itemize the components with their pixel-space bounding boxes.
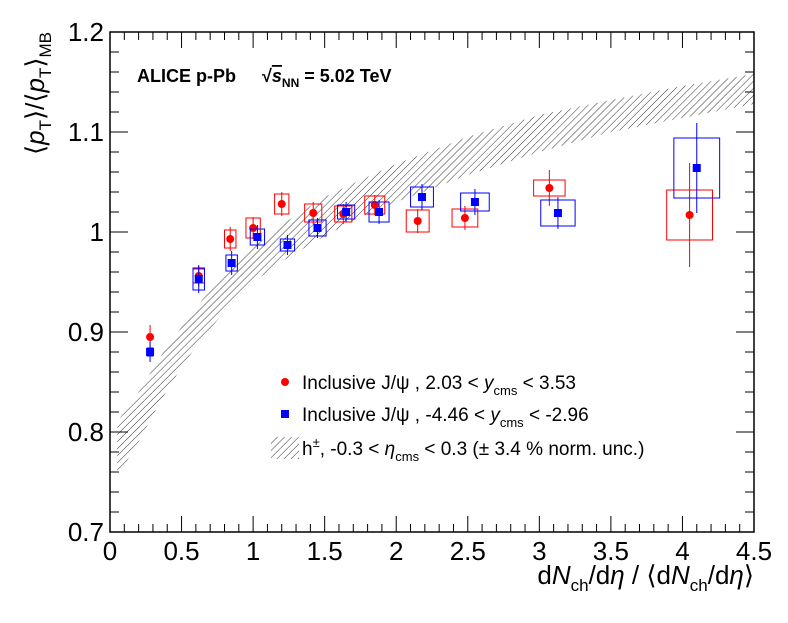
data-point — [146, 348, 155, 356]
data-point — [460, 214, 469, 222]
text-layer: 0 0.5 1 1.5 2 2.5 3 3.5 4 4.5 0.7 0.8 0.9 1 1.1 1.2 ALIC… — [20, 17, 772, 595]
legend-marker-red — [281, 378, 289, 386]
data-point — [692, 164, 701, 172]
legend-entry: h±, -0.3 < ηcms < 0.3 (± 3.4 % norm. unc… — [302, 435, 644, 464]
data-point — [470, 198, 479, 206]
y-tick-label: 1.1 — [68, 117, 104, 147]
energy-label: √sNN = 5.02 TeV — [262, 66, 391, 90]
x-tick-label: 0 — [103, 536, 117, 566]
legend-marker-blue — [281, 410, 289, 418]
data-point — [253, 233, 262, 241]
y-tick-label: 0.9 — [68, 317, 104, 347]
data-point — [313, 224, 322, 232]
data-point — [226, 235, 235, 243]
data-point — [342, 208, 351, 216]
legend-hatch-swatch — [271, 437, 299, 459]
x-tick-label: 2 — [389, 536, 403, 566]
x-tick-label: 4 — [675, 536, 689, 566]
experiment-label: ALICE p-Pb — [137, 66, 236, 86]
y-tick-label: 1 — [90, 217, 104, 247]
data-point — [553, 209, 562, 217]
legend-entry: Inclusive J/ψ , -4.46 < ycms < -2.96 — [302, 405, 589, 430]
data-point — [375, 208, 384, 216]
y-axis-title: ⟨pT⟩/⟨pT⟩MB — [20, 32, 55, 155]
plot-frame — [109, 31, 755, 533]
y-tick-label: 0.7 — [68, 517, 104, 547]
x-tick-label: 3 — [532, 536, 546, 566]
data-point — [249, 224, 258, 232]
data-point — [283, 241, 292, 249]
x-tick-label: 0.5 — [163, 536, 199, 566]
band-layer — [117, 74, 754, 477]
data-point — [370, 201, 379, 209]
data-point — [309, 209, 318, 217]
axes-frame — [109, 31, 755, 533]
y-tick-label: 0.8 — [68, 417, 104, 447]
x-tick-label: 3.5 — [593, 536, 629, 566]
data-point — [146, 333, 155, 341]
data-point — [545, 184, 554, 192]
hadron-band — [117, 74, 754, 477]
data-point — [685, 211, 694, 219]
data-point — [227, 259, 236, 267]
x-tick-label: 2.5 — [450, 536, 486, 566]
x-tick-label: 4.5 — [736, 536, 772, 566]
x-axis-title: dNch/dη / ⟨dNch/dη⟩ — [537, 560, 754, 595]
data-point — [417, 193, 426, 201]
x-tick-label: 1 — [246, 536, 260, 566]
data-point — [413, 217, 422, 225]
y-tick-label: 1.2 — [68, 17, 104, 47]
data-point — [277, 200, 286, 208]
x-tick-label: 1.5 — [307, 536, 343, 566]
points-layer — [146, 123, 721, 362]
legend-entry: Inclusive J/ψ , 2.03 < ycms < 3.53 — [302, 373, 576, 398]
data-point — [194, 275, 203, 283]
